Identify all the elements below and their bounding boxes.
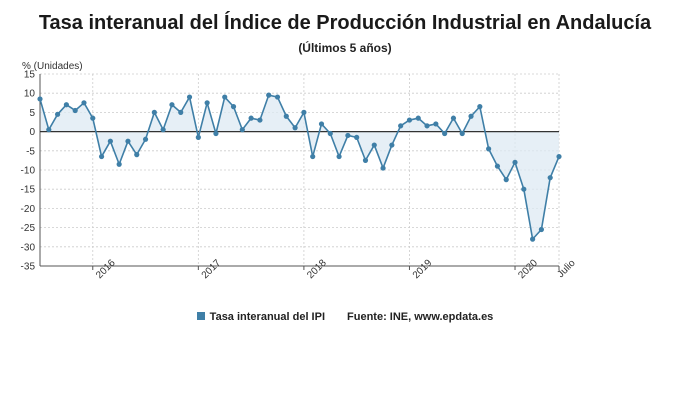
data-point <box>213 130 219 137</box>
y-tick-label: 0 <box>29 127 35 138</box>
chart-title: Tasa interanual del Índice de Producción… <box>38 12 652 34</box>
data-point <box>151 109 157 115</box>
data-point <box>354 134 360 140</box>
data-point <box>169 102 175 108</box>
data-point <box>477 104 483 110</box>
data-point <box>318 121 325 127</box>
data-point <box>530 236 536 242</box>
data-point <box>301 109 307 115</box>
data-point <box>98 153 105 160</box>
data-point <box>512 159 518 165</box>
data-point <box>248 115 254 121</box>
data-point <box>72 107 78 114</box>
data-point <box>230 104 237 110</box>
data-point <box>406 117 413 123</box>
x-tick-label: 2020 <box>516 257 540 281</box>
y-tick-label: -35 <box>21 262 36 273</box>
data-point <box>415 115 421 121</box>
data-point <box>90 115 96 121</box>
data-point <box>160 127 166 133</box>
data-point <box>389 142 395 148</box>
data-point <box>81 100 87 106</box>
data-point <box>442 130 448 137</box>
data-point <box>46 127 52 133</box>
y-tick-label: 10 <box>24 89 36 100</box>
y-tick-label: 5 <box>29 108 35 119</box>
data-point <box>195 134 201 140</box>
data-point <box>371 142 377 148</box>
data-point <box>538 226 545 233</box>
data-point <box>142 136 149 142</box>
x-tick-label: 2019 <box>411 257 435 281</box>
data-point <box>521 186 527 192</box>
data-point <box>204 100 210 106</box>
data-point <box>239 127 245 133</box>
y-tick-label: 15 <box>24 70 36 81</box>
data-point <box>424 123 430 129</box>
y-axis-label: % (Unidades) <box>22 61 83 72</box>
x-tick-label: 2018 <box>305 257 329 281</box>
data-point <box>336 153 342 160</box>
data-point <box>292 125 298 131</box>
data-point <box>345 132 351 139</box>
data-point <box>54 111 61 117</box>
legend-swatch <box>196 312 205 320</box>
data-point <box>380 165 386 171</box>
data-point <box>468 113 474 119</box>
data-point <box>327 130 333 137</box>
data-point <box>433 121 439 127</box>
data-point <box>116 161 122 167</box>
data-point <box>266 92 272 98</box>
source-label: Fuente: INE, www.epdata.es <box>347 311 494 323</box>
data-point <box>556 153 562 160</box>
data-point <box>63 102 69 108</box>
data-point <box>459 130 465 137</box>
y-tick-label: -5 <box>26 146 35 157</box>
y-tick-label: -20 <box>21 204 36 215</box>
y-tick-label: -15 <box>21 185 36 196</box>
chart-subtitle: (Últimos 5 años) <box>298 41 392 55</box>
data-point <box>362 157 369 163</box>
y-tick-label: -25 <box>21 223 36 234</box>
series-line <box>39 94 560 240</box>
data-point <box>494 163 501 169</box>
chart-legend: Tasa interanual del IPI Fuente: INE, www.… <box>0 311 690 323</box>
data-point <box>257 117 263 123</box>
data-point <box>503 177 509 183</box>
data-point <box>398 123 404 129</box>
x-tick-label: 2017 <box>200 257 224 281</box>
data-point <box>486 146 492 152</box>
data-point <box>107 138 113 144</box>
data-point <box>186 94 193 100</box>
x-tick-label: 2016 <box>94 257 118 281</box>
data-point <box>37 96 43 102</box>
data-point <box>274 94 281 100</box>
y-tick-label: -10 <box>21 166 36 177</box>
data-point <box>310 153 316 160</box>
data-point <box>178 109 184 115</box>
data-point <box>134 152 140 158</box>
data-point <box>283 113 289 119</box>
x-tick-label: Julio <box>555 257 578 280</box>
data-point <box>125 138 131 144</box>
data-point <box>547 175 553 181</box>
y-tick-label: -30 <box>21 242 36 253</box>
data-point <box>222 94 228 100</box>
data-point <box>450 115 457 121</box>
legend-series-label: Tasa interanual del IPI <box>209 311 326 323</box>
